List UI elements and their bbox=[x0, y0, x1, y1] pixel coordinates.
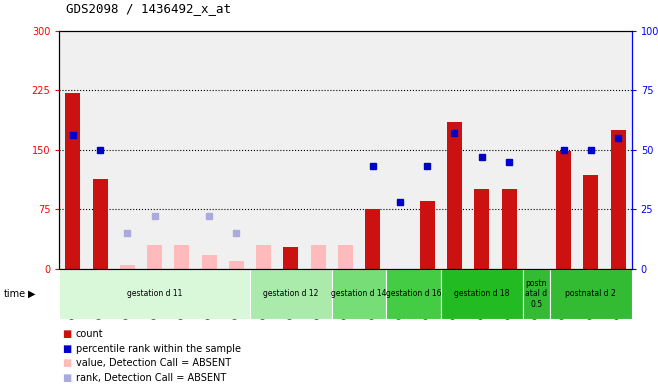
Bar bbox=[147, 245, 162, 269]
Bar bbox=[522, 269, 550, 319]
Bar bbox=[311, 245, 326, 269]
Bar bbox=[120, 265, 135, 269]
Text: percentile rank within the sample: percentile rank within the sample bbox=[76, 344, 241, 354]
Bar bbox=[583, 175, 598, 269]
Bar bbox=[174, 245, 190, 269]
Bar bbox=[550, 269, 632, 319]
Bar bbox=[447, 122, 462, 269]
Bar bbox=[611, 130, 626, 269]
Bar bbox=[501, 189, 517, 269]
Text: gestation d 11: gestation d 11 bbox=[127, 289, 182, 298]
Bar bbox=[441, 269, 522, 319]
Text: gestation d 12: gestation d 12 bbox=[263, 289, 318, 298]
Text: count: count bbox=[76, 329, 103, 339]
Text: ■: ■ bbox=[63, 344, 72, 354]
Bar bbox=[420, 201, 435, 269]
Text: GDS2098 / 1436492_x_at: GDS2098 / 1436492_x_at bbox=[66, 2, 231, 15]
Text: postnatal d 2: postnatal d 2 bbox=[565, 289, 616, 298]
Bar bbox=[256, 245, 271, 269]
Bar bbox=[93, 179, 108, 269]
Text: ■: ■ bbox=[63, 373, 72, 383]
Text: postn
atal d
0.5: postn atal d 0.5 bbox=[525, 279, 547, 309]
Bar bbox=[365, 209, 380, 269]
Text: ▶: ▶ bbox=[28, 289, 35, 299]
Text: gestation d 14: gestation d 14 bbox=[332, 289, 387, 298]
Text: ■: ■ bbox=[63, 329, 72, 339]
Bar bbox=[386, 269, 441, 319]
Bar bbox=[229, 261, 244, 269]
Bar bbox=[338, 245, 353, 269]
Bar bbox=[250, 269, 332, 319]
Bar bbox=[59, 269, 250, 319]
Bar bbox=[474, 189, 490, 269]
Text: gestation d 18: gestation d 18 bbox=[454, 289, 509, 298]
Text: time: time bbox=[3, 289, 26, 299]
Bar bbox=[556, 151, 571, 269]
Bar bbox=[332, 269, 386, 319]
Text: ■: ■ bbox=[63, 358, 72, 368]
Bar bbox=[284, 247, 299, 269]
Bar bbox=[65, 93, 80, 269]
Text: value, Detection Call = ABSENT: value, Detection Call = ABSENT bbox=[76, 358, 231, 368]
Text: gestation d 16: gestation d 16 bbox=[386, 289, 442, 298]
Bar bbox=[201, 255, 216, 269]
Text: rank, Detection Call = ABSENT: rank, Detection Call = ABSENT bbox=[76, 373, 226, 383]
